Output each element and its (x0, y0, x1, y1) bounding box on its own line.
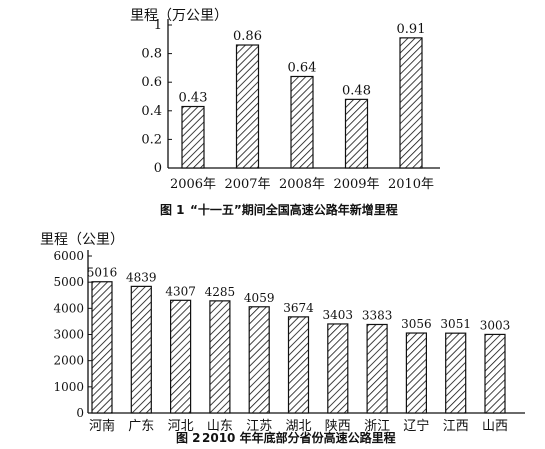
chart1-y-tick-label: 0 (154, 161, 162, 176)
chart2-value-label: 4307 (165, 284, 196, 298)
chart1-x-labels: 2006年 2007年 2008年 2009年 2010年 (170, 177, 434, 192)
chart2-value-labels: 5016 4839 4307 4285 4059 3674 3403 3383 3056 3051… (87, 266, 511, 333)
chart2-value-label: 3403 (323, 308, 354, 322)
chart2-category-label: 河北 (168, 419, 194, 434)
chart2-bar (209, 300, 231, 414)
chart2-caption-number: 图 2 (176, 431, 201, 445)
chart2-y-tick-label: 2000 (53, 354, 84, 368)
chart2-value-label: 3003 (480, 318, 511, 332)
chart2-category-label: 山东 (207, 419, 233, 434)
chart2-category-label: 湖北 (285, 419, 311, 434)
chart1-bar (344, 98, 369, 169)
chart2-value-label: 4285 (205, 285, 236, 299)
chart1-value-labels: 0.43 0.86 0.64 0.48 0.91 (179, 22, 426, 106)
chart2-y-tick-label: 4000 (53, 301, 84, 315)
chart-province-mileage: 里程（公里） 0 1000 2000 3000 4000 5000 6000 5016 483… (40, 232, 525, 445)
chart1-category-label: 2006年 (170, 177, 216, 192)
chart2-value-label: 3051 (440, 317, 471, 331)
chart1-y-tick-label: 0.4 (141, 104, 162, 119)
chart1-value-label: 0.64 (288, 60, 317, 75)
chart1-y-tick-label: 1 (154, 18, 162, 33)
chart1-bar (235, 44, 260, 169)
chart1-bar (399, 37, 423, 169)
chart2-value-label: 5016 (87, 266, 118, 280)
chart1-y-axis-title: 里程（万公里） (130, 8, 228, 24)
chart2-bar (405, 332, 427, 414)
chart1-category-label: 2007年 (224, 177, 270, 192)
chart2-value-label: 3056 (401, 317, 432, 331)
chart1-bars (181, 37, 423, 169)
chart2-bar (248, 306, 270, 414)
chart2-category-label: 江苏 (246, 418, 272, 434)
chart1-y-tick-label: 0.2 (141, 132, 162, 147)
chart-annual-new-mileage: 里程（万公里） 00.20.40.60.81 0.430.860.640.480… (130, 8, 440, 217)
chart2-y-ticks: 0 1000 2000 3000 4000 5000 6000 (53, 249, 92, 420)
chart2-category-label: 辽宁 (403, 418, 429, 434)
chart2-bar (327, 323, 349, 414)
chart2-value-label: 4059 (244, 291, 275, 305)
chart2-bar (91, 281, 113, 414)
chart2-category-label: 江西 (443, 419, 469, 434)
chart1-category-label: 2009年 (333, 177, 379, 192)
chart1-bar (181, 105, 205, 169)
chart1-caption-number: 图 1 (160, 203, 185, 217)
chart1-y-ticks: 0 0.2 0.4 0.6 0.8 1 (141, 18, 172, 176)
chart2-category-label: 陕西 (325, 419, 351, 434)
chart2-x-labels: 河南 广东 河北 山东 江苏 湖北 陕西 浙江 辽宁 江西 山西 (89, 418, 508, 434)
chart2-category-label: 山西 (482, 419, 508, 434)
chart1-bar (290, 75, 314, 169)
chart1-category-label: 2010年 (388, 177, 434, 192)
chart2-y-tick-label: 3000 (53, 328, 84, 342)
chart2-bar (287, 316, 310, 414)
chart2-category-label: 广东 (128, 419, 154, 434)
chart2-category-label: 浙江 (364, 419, 390, 434)
chart2-value-label: 3383 (362, 308, 393, 322)
chart2-y-tick-label: 0 (76, 406, 84, 420)
chart2-bar (170, 299, 192, 414)
chart1-value-label: 0.86 (233, 29, 262, 44)
chart1-caption: “十一五”期间全国高速公路年新增里程 (190, 202, 398, 217)
chart2-bar (484, 333, 506, 414)
chart2-y-tick-label: 1000 (53, 380, 84, 394)
chart2-category-label: 河南 (89, 418, 115, 434)
chart2-bar (366, 323, 388, 414)
chart1-value-label: 0.48 (342, 83, 371, 98)
chart2-value-label: 4839 (126, 270, 157, 284)
chart1-value-label: 0.43 (179, 91, 208, 106)
chart1-value-label: 0.91 (397, 22, 426, 37)
chart2-bar (445, 332, 467, 414)
chart2-y-tick-label: 6000 (53, 249, 84, 263)
chart2-bar (130, 285, 152, 414)
chart2-caption: 2010 年年底部分省份高速公路里程 (202, 430, 396, 445)
chart2-value-label: 3674 (283, 301, 314, 315)
chart2-y-axis-title: 里程（公里） (40, 232, 124, 248)
chart2-bars (91, 281, 506, 414)
chart1-y-tick-label: 0.8 (141, 47, 162, 62)
chart1-y-tick-label: 0.6 (141, 75, 162, 90)
chart1-category-label: 2008年 (279, 177, 325, 192)
chart2-y-tick-label: 5000 (53, 275, 84, 289)
